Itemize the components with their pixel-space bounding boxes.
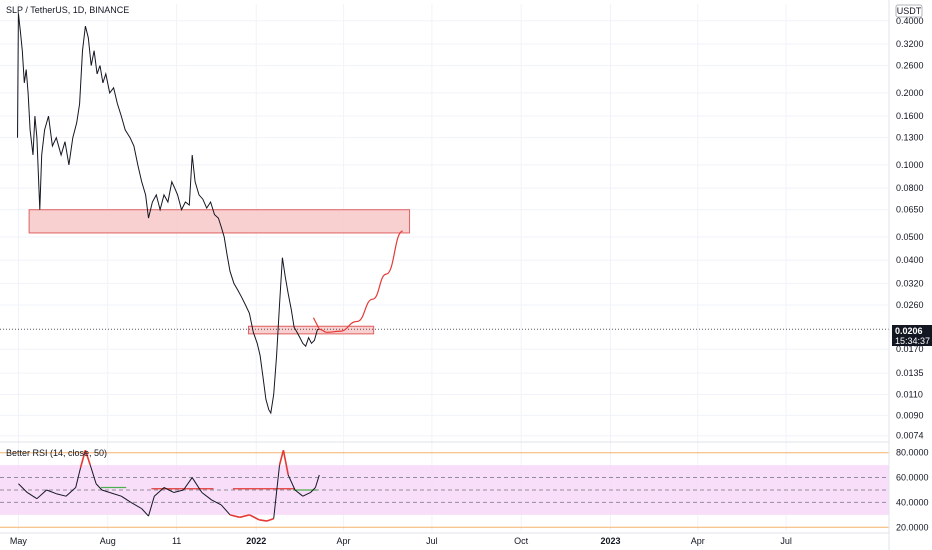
rsi-line-segment[interactable]	[211, 499, 222, 506]
time-tick-label: May	[10, 536, 28, 546]
rsi-line-segment[interactable]	[201, 492, 212, 501]
rsi-line-segment[interactable]	[183, 477, 193, 491]
rsi-line-segment[interactable]	[310, 487, 316, 493]
price-pane[interactable]	[0, 13, 889, 415]
rsi-line-segment[interactable]	[259, 519, 268, 522]
rsi-tick-label: 40.0000	[896, 497, 929, 507]
rsi-line-segment[interactable]	[220, 504, 231, 516]
rsi-line-segment[interactable]	[282, 450, 290, 476]
rsi-line-segment[interactable]	[249, 514, 260, 521]
price-tick-label: 0.1000	[896, 160, 924, 170]
price-tick-label: 0.0320	[896, 278, 924, 288]
rsi-line-segment[interactable]	[287, 474, 296, 491]
rsi-line-segment[interactable]	[163, 487, 174, 493]
rsi-line-segment[interactable]	[75, 467, 82, 488]
rsi-line-segment[interactable]	[266, 517, 274, 522]
projection-curve[interactable]	[319, 230, 404, 333]
price-tick-label: 0.4000	[896, 16, 924, 26]
rsi-line-segment[interactable]	[130, 501, 142, 510]
price-tick-label: 0.0110	[896, 389, 923, 399]
grid	[0, 4, 889, 531]
rsi-line-segment[interactable]	[101, 489, 110, 493]
rsi-line-segment[interactable]	[89, 464, 97, 484]
rsi-line-segment[interactable]	[65, 487, 77, 497]
rsi-line-segment[interactable]	[95, 483, 103, 491]
rsi-line-segment[interactable]	[36, 489, 47, 500]
symbol-legend[interactable]: SLP / TetherUS, 1D, BINANCE	[6, 5, 129, 15]
last-price-value: 0.0206	[895, 326, 923, 336]
rsi-tick-label: 80.0000	[896, 448, 929, 458]
price-tick-label: 0.0170	[896, 344, 924, 354]
time-tick-label: Apr	[337, 536, 351, 546]
time-tick-label: 11	[172, 536, 181, 546]
price-tick-label: 0.0074	[896, 431, 924, 441]
time-tick-label: 2022	[246, 536, 266, 546]
rsi-line-segment[interactable]	[148, 496, 155, 517]
rsi-line-segment[interactable]	[173, 489, 184, 493]
price-tick-label: 0.0135	[896, 368, 924, 378]
rsi-line-segment[interactable]	[302, 492, 311, 497]
projection-hook[interactable]	[312, 317, 320, 330]
bar-countdown: 15:34:37	[895, 336, 930, 346]
last-price-badge: 0.0206 15:34:37	[892, 325, 932, 346]
rsi-line-segment[interactable]	[153, 487, 165, 497]
price-tick-label: 0.0090	[896, 410, 924, 420]
rsi-line-segment[interactable]	[46, 489, 57, 495]
rsi-line-segment[interactable]	[191, 477, 203, 493]
price-tick-label: 0.2000	[896, 88, 924, 98]
price-tick-label: 0.1600	[896, 111, 924, 121]
price-tick-label: 0.1300	[896, 133, 924, 143]
price-series-line[interactable]	[17, 13, 320, 415]
rsi-indicator-legend[interactable]: Better RSI (14, close, 50)	[6, 448, 107, 458]
rsi-pane[interactable]	[0, 449, 889, 528]
time-tick-label: Apr	[691, 536, 705, 546]
rsi-line-segment[interactable]	[314, 474, 320, 488]
time-tick-label: 2023	[600, 536, 620, 546]
rsi-line-segment[interactable]	[239, 514, 250, 519]
price-tick-label: 0.0400	[896, 255, 924, 265]
rsi-line-segment[interactable]	[229, 514, 240, 519]
rsi-line-segment[interactable]	[141, 508, 149, 517]
price-tick-label: 0.0800	[896, 183, 924, 193]
time-tick-label: Jul	[426, 536, 438, 546]
rsi-line-segment[interactable]	[26, 492, 38, 500]
price-tick-label: 0.0500	[896, 232, 924, 242]
rsi-line-segment[interactable]	[18, 483, 28, 493]
rsi-line-segment[interactable]	[278, 450, 285, 466]
rsi-line-segment[interactable]	[84, 449, 92, 466]
rsi-line-segment[interactable]	[56, 493, 67, 497]
rsi-tick-label: 60.0000	[896, 473, 929, 483]
rsi-line-segment[interactable]	[79, 449, 87, 468]
currency-label: USDT	[897, 6, 922, 16]
support-zone-2[interactable]	[247, 325, 375, 335]
rsi-line-segment[interactable]	[109, 491, 122, 497]
rsi-line-segment[interactable]	[294, 489, 304, 497]
price-tick-label: 0.0260	[896, 300, 924, 310]
time-tick-label: Jul	[780, 536, 792, 546]
time-tick-label: Oct	[514, 536, 529, 546]
currency-badge[interactable]: USDT	[895, 4, 923, 18]
price-tick-label: 0.3200	[896, 39, 924, 49]
price-tick-label: 0.0650	[896, 205, 924, 215]
rsi-line-segment[interactable]	[273, 465, 281, 519]
time-tick-label: Aug	[100, 536, 116, 546]
price-tick-label: 0.2600	[896, 61, 924, 71]
rsi-tick-label: 20.0000	[896, 522, 929, 532]
rsi-line-segment[interactable]	[121, 495, 132, 503]
